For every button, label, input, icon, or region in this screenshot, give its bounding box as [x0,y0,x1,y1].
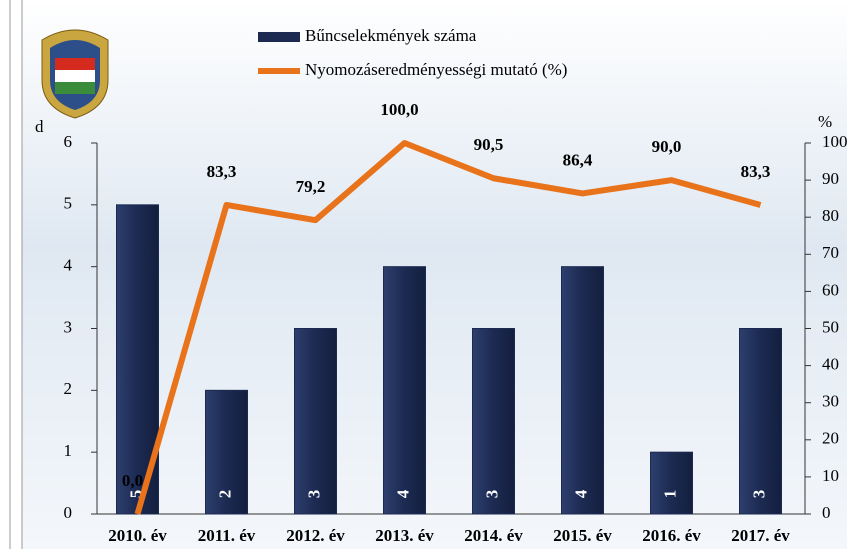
y2-tick-label: 50 [822,317,839,336]
background [22,0,847,549]
y-tick-label: 6 [64,132,73,151]
bar-value-label: 3 [304,490,323,499]
x-tick-label: 2013. év [375,526,434,545]
y2-axis-label: % [818,112,832,131]
y2-tick-label: 0 [822,503,831,522]
line-value-label: 83,3 [741,162,771,181]
line-value-label: 100,0 [380,100,418,119]
x-tick-label: 2014. év [464,526,523,545]
x-tick-label: 2010. év [108,526,167,545]
y2-tick-label: 80 [822,206,839,225]
y-tick-label: 4 [64,256,73,275]
y2-tick-label: 70 [822,243,839,262]
bar [739,328,782,515]
y2-tick-label: 100 [822,132,847,151]
legend-label: Nyomozáseredményességi mutató (%) [305,60,567,79]
y2-tick-label: 90 [822,169,839,188]
y2-tick-label: 10 [822,466,839,485]
bar-value-label: 4 [393,489,412,498]
bar-value-label: 4 [571,489,590,498]
bar [383,266,426,515]
bar [472,328,515,515]
bar [294,328,337,515]
bar-value-label: 3 [482,490,501,499]
legend-swatch [258,32,300,42]
line-value-label: 83,3 [207,162,237,181]
bar-value-label: 5 [126,490,145,499]
y2-tick-label: 40 [822,355,839,374]
x-tick-label: 2017. év [731,526,790,545]
line-value-label: 79,2 [296,177,326,196]
y2-tick-label: 60 [822,280,839,299]
line [134,140,762,515]
line-value-label: 90,0 [652,137,682,156]
y-tick-label: 0 [64,503,73,522]
y-tick-label: 3 [64,317,73,336]
y-tick-label: 5 [64,194,73,213]
bar-value-label: 2 [215,490,234,499]
y-tick-label: 1 [64,441,73,460]
y2-tick-label: 20 [822,429,839,448]
bar [561,266,604,515]
line-value-label: 86,4 [563,150,593,169]
y-tick-label: 2 [64,379,73,398]
y-axis-label: d [35,117,44,136]
bar [205,389,248,515]
bar [650,451,693,515]
x-tick-label: 2012. év [286,526,345,545]
police-logo [41,29,109,119]
x-tick-label: 2015. év [553,526,612,545]
line-value-label: 90,5 [474,135,504,154]
x-tick-label: 2011. év [198,526,256,545]
x-tick-label: 2016. év [642,526,701,545]
bar-value-label: 3 [749,490,768,499]
line-value-label: 0,0 [122,471,143,490]
legend-label: Bűncselekmények száma [305,26,477,45]
bar-value-label: 1 [660,490,679,499]
y2-tick-label: 30 [822,392,839,411]
